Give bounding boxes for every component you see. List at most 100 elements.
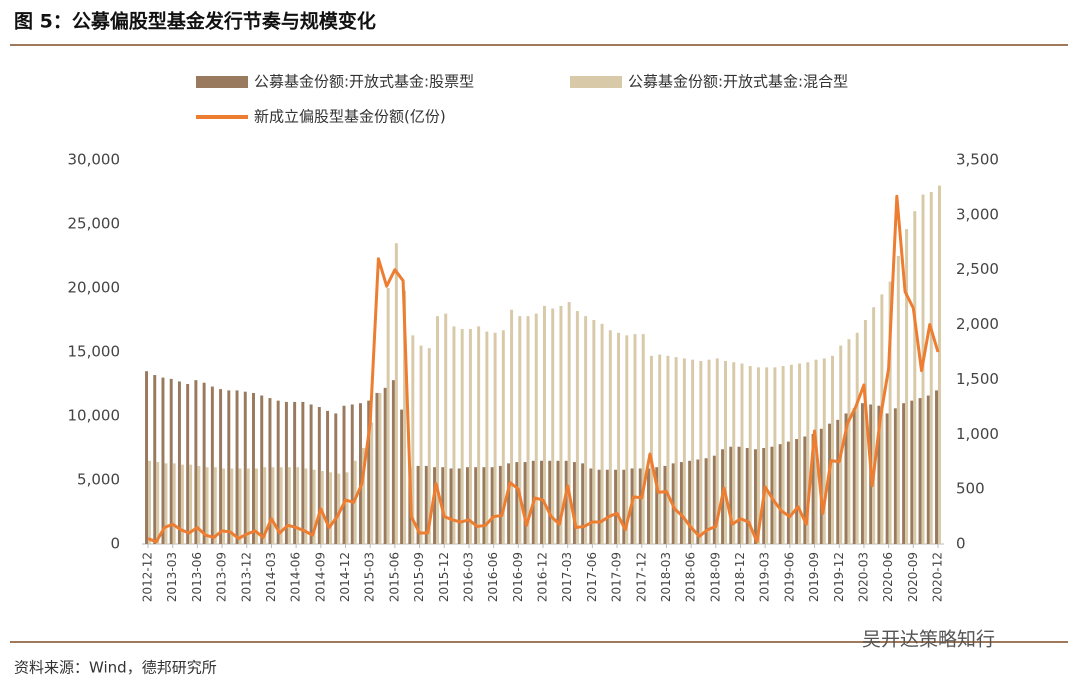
x-tick-label: 2020-06 xyxy=(881,552,895,602)
bar xyxy=(194,380,198,544)
bar xyxy=(608,330,612,544)
legend-swatch xyxy=(196,76,248,88)
watermark: 吴开达策略知行 xyxy=(862,629,995,651)
bar xyxy=(863,320,867,544)
bar xyxy=(918,398,922,544)
y-tick-label: 10,000 xyxy=(68,407,121,425)
legend-label: 新成立偏股型基金份额(亿份) xyxy=(254,108,446,126)
bar xyxy=(649,355,653,544)
bar xyxy=(682,358,686,544)
y2-tick-label: 0 xyxy=(956,535,966,553)
bar xyxy=(765,367,769,544)
legend-label: 公募基金份额:开放式基金:股票型 xyxy=(254,73,474,91)
bar xyxy=(309,404,313,544)
bar xyxy=(210,386,214,544)
bar xyxy=(424,465,428,544)
bar xyxy=(419,345,423,544)
bar xyxy=(213,467,217,544)
bar xyxy=(293,401,297,544)
y2-tick-label: 2,500 xyxy=(956,260,999,278)
y-tick-label: 25,000 xyxy=(68,215,121,233)
y2-tick-label: 500 xyxy=(956,480,985,498)
bar xyxy=(655,467,659,544)
x-tick-label: 2019-06 xyxy=(782,552,796,602)
bar xyxy=(498,465,502,544)
bar xyxy=(474,467,478,544)
bar xyxy=(786,441,790,544)
bar xyxy=(638,468,642,544)
bar xyxy=(811,433,815,544)
bar xyxy=(756,367,760,544)
bar xyxy=(828,423,832,544)
bar xyxy=(254,468,258,544)
bar xyxy=(597,469,601,544)
bar xyxy=(543,305,546,544)
chart-title: 图 5：公募偏股型基金发行节奏与规模变化 xyxy=(14,10,376,33)
bar xyxy=(375,392,379,544)
bar xyxy=(202,382,206,544)
bar xyxy=(666,355,670,544)
bar xyxy=(663,465,667,544)
bar xyxy=(704,458,708,544)
y-tick-label: 20,000 xyxy=(68,279,121,297)
bar xyxy=(301,401,305,544)
bar xyxy=(617,332,621,544)
bar xyxy=(227,390,231,544)
bar xyxy=(238,468,242,544)
bar xyxy=(172,463,176,544)
y2-tick-label: 1,500 xyxy=(956,370,999,388)
bar xyxy=(893,408,897,544)
bar xyxy=(243,391,247,544)
bar xyxy=(383,387,387,544)
x-tick-label: 2013-06 xyxy=(190,552,204,602)
bar xyxy=(715,358,719,544)
bar xyxy=(674,357,678,544)
y-tick-label: 5,000 xyxy=(77,471,120,489)
bar xyxy=(844,413,848,544)
bar xyxy=(592,320,596,544)
bar xyxy=(180,464,184,544)
legend-label: 公募基金份额:开放式基金:混合型 xyxy=(628,73,848,91)
bar xyxy=(789,364,793,544)
bar xyxy=(189,464,193,544)
bar xyxy=(748,366,752,544)
bar xyxy=(145,371,148,544)
x-tick-label: 2015-12 xyxy=(437,552,451,602)
bar xyxy=(342,405,346,544)
bar xyxy=(515,462,519,544)
bar xyxy=(416,465,420,544)
bar xyxy=(938,185,941,544)
bar xyxy=(358,403,362,544)
bar xyxy=(197,465,201,544)
bar xyxy=(605,469,609,544)
bar xyxy=(534,313,538,544)
x-tick-label: 2014-03 xyxy=(264,552,278,602)
x-tick-label: 2013-12 xyxy=(239,552,253,602)
bar xyxy=(482,467,486,544)
bar xyxy=(852,408,856,544)
bar xyxy=(493,332,497,544)
bar xyxy=(164,463,168,544)
bar xyxy=(688,460,692,544)
bar xyxy=(271,467,275,544)
bar xyxy=(394,243,398,544)
bar xyxy=(798,363,802,544)
bar xyxy=(559,305,563,544)
bar xyxy=(367,400,371,544)
y-tick-label: 15,000 xyxy=(68,343,121,361)
bar xyxy=(501,330,505,544)
bar xyxy=(712,455,716,544)
bar xyxy=(647,468,650,544)
bar xyxy=(773,367,777,544)
bar xyxy=(449,468,453,544)
bar xyxy=(737,446,741,544)
bar xyxy=(329,472,333,544)
bar xyxy=(391,380,395,544)
bar xyxy=(822,358,826,544)
bar xyxy=(885,413,889,544)
x-tick-label: 2019-09 xyxy=(807,552,821,602)
bar xyxy=(753,449,757,544)
bar xyxy=(641,334,645,544)
bar xyxy=(263,467,267,544)
